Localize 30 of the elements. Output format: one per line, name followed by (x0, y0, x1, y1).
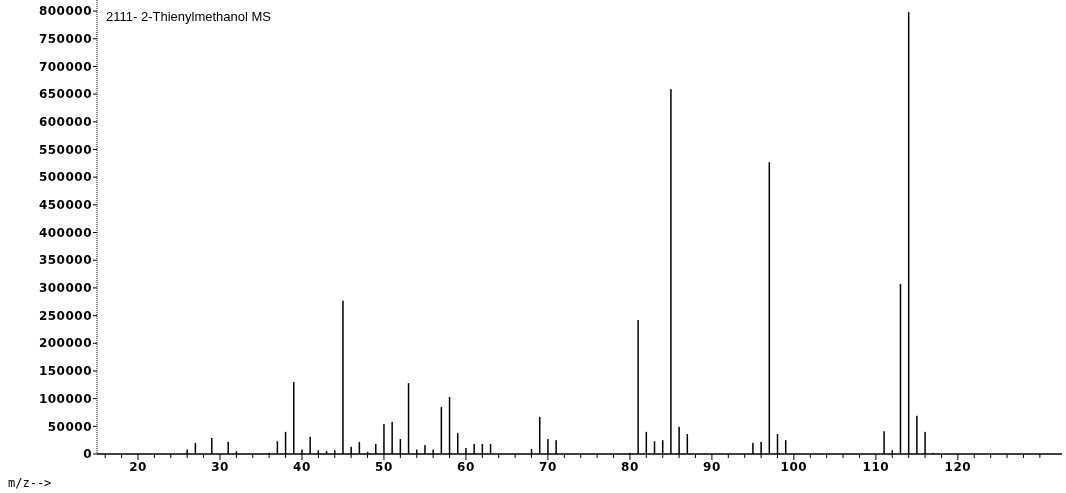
x-tick-label: 30 (211, 460, 229, 474)
x-axis-title: m/z--> (8, 476, 52, 490)
y-tick-label: 250000 (38, 308, 92, 323)
x-tick-label: 80 (621, 460, 639, 474)
x-tick-label: 110 (862, 460, 890, 474)
y-tick-label: 750000 (38, 31, 92, 46)
y-tick-label: 600000 (38, 115, 92, 129)
x-tick-label: 70 (539, 460, 557, 474)
x-tick-label: 120 (944, 460, 972, 474)
y-tick-label: 100000 (38, 391, 92, 406)
x-tick-label: 90 (703, 460, 721, 474)
y-tick-label: 650000 (38, 87, 92, 102)
x-tick-label: 40 (293, 460, 311, 474)
y-tick-label: 500000 (38, 170, 92, 185)
y-tick-label: 800000 (38, 4, 92, 19)
y-tick-label: 700000 (38, 59, 92, 74)
x-tick-label: 20 (129, 460, 147, 474)
y-tick-label: 400000 (38, 225, 92, 240)
x-tick-label: 60 (457, 460, 475, 474)
y-tick-label: 550000 (38, 142, 92, 157)
y-tick-label: 0 (83, 447, 92, 462)
y-tick-label: 450000 (38, 198, 92, 213)
y-tick-label: 300000 (38, 281, 92, 296)
y-tick-label: 200000 (38, 336, 92, 351)
y-tick-label: 350000 (38, 253, 92, 268)
y-tick-label: 150000 (38, 364, 92, 379)
x-tick-label: 50 (375, 460, 393, 474)
y-tick-label: 50000 (47, 419, 92, 434)
x-tick-label: 100 (780, 460, 808, 474)
text: 2111- 2-Thienylmethanol MS (106, 9, 272, 24)
